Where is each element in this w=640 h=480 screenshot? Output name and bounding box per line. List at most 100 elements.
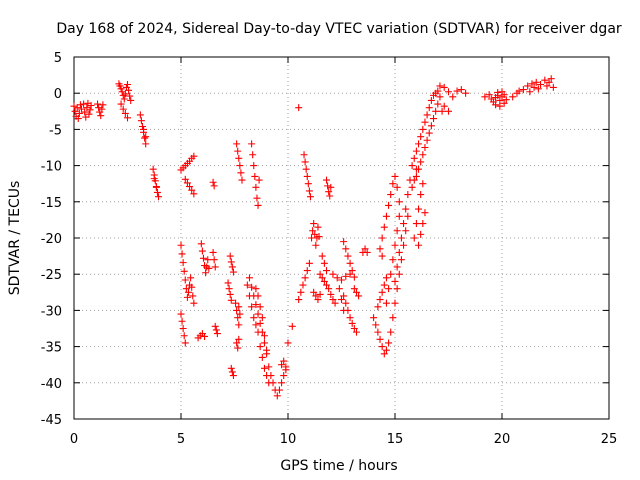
data-point	[181, 175, 189, 183]
data-point	[325, 285, 333, 293]
data-point	[310, 288, 318, 296]
data-point	[400, 241, 408, 249]
data-point	[419, 220, 427, 228]
data-point	[342, 299, 350, 307]
data-point	[74, 115, 82, 123]
data-point	[340, 238, 348, 246]
data-point	[260, 332, 268, 340]
y-tick-label: 5	[54, 51, 62, 66]
data-point	[245, 274, 253, 282]
data-point	[303, 267, 311, 275]
data-point	[412, 220, 420, 228]
data-point	[236, 310, 244, 318]
data-point	[254, 328, 262, 336]
data-point	[310, 220, 318, 228]
data-point	[305, 187, 313, 195]
data-point	[232, 299, 240, 307]
data-point	[423, 136, 431, 144]
data-point	[352, 288, 360, 296]
data-point	[97, 112, 105, 120]
grid-lines	[74, 57, 609, 419]
data-point	[393, 227, 401, 235]
data-point	[260, 339, 268, 347]
data-point	[228, 368, 236, 376]
data-point	[186, 183, 194, 191]
data-point	[333, 274, 341, 282]
data-point	[301, 158, 309, 166]
data-point	[391, 241, 399, 249]
data-point	[376, 245, 384, 253]
data-point	[545, 78, 553, 86]
data-point	[150, 175, 158, 183]
data-point	[284, 339, 292, 347]
data-point	[393, 183, 401, 191]
data-point	[346, 270, 354, 278]
data-point	[76, 101, 84, 109]
data-point	[252, 301, 260, 309]
data-point	[534, 85, 542, 93]
data-point	[301, 274, 309, 282]
data-point	[440, 83, 448, 91]
data-point	[498, 88, 506, 96]
y-tick-label: -25	[41, 268, 62, 283]
data-point	[303, 172, 311, 180]
data-point	[393, 285, 401, 293]
data-point	[253, 194, 261, 202]
data-point	[323, 267, 331, 275]
data-point	[370, 314, 378, 322]
data-point	[421, 209, 429, 217]
data-point	[385, 339, 393, 347]
data-point	[335, 285, 343, 293]
data-point	[376, 296, 384, 304]
data-point	[234, 344, 242, 352]
data-point	[188, 186, 196, 194]
data-point	[318, 274, 326, 282]
data-point	[299, 281, 307, 289]
data-point	[228, 263, 236, 271]
data-point	[224, 279, 232, 287]
data-point	[387, 270, 395, 278]
data-point	[153, 188, 161, 196]
data-point	[209, 248, 217, 256]
data-point	[306, 193, 314, 201]
data-point	[180, 332, 188, 340]
data-point	[380, 350, 388, 358]
data-point	[197, 240, 205, 248]
data-point	[494, 88, 502, 96]
x-tick-label: 10	[280, 432, 297, 447]
data-point	[302, 165, 310, 173]
data-point	[387, 328, 395, 336]
data-point	[190, 190, 198, 198]
data-point	[526, 88, 534, 96]
data-point	[278, 379, 286, 387]
data-point	[250, 162, 258, 170]
data-point	[350, 285, 358, 293]
data-point	[423, 111, 431, 119]
data-point	[254, 292, 262, 300]
data-point	[326, 192, 334, 200]
y-tick-label: 0	[54, 87, 62, 102]
data-point	[265, 363, 273, 371]
data-point	[265, 379, 273, 387]
data-point	[280, 372, 288, 380]
chart-title: Day 168 of 2024, Sidereal Day-to-day VTE…	[56, 21, 622, 37]
data-point	[541, 76, 549, 84]
data-point	[300, 151, 308, 159]
y-tick-label: -40	[41, 377, 62, 392]
x-tick-labels: 0 5 10 15 20 25	[70, 432, 617, 447]
data-point	[213, 330, 221, 338]
data-point	[344, 252, 352, 260]
data-point	[543, 82, 551, 90]
y-tick-label: -35	[41, 341, 62, 356]
data-point	[117, 85, 125, 93]
data-point	[181, 339, 189, 347]
data-point	[210, 256, 218, 264]
data-point	[312, 292, 320, 300]
data-point	[382, 212, 390, 220]
data-point	[288, 322, 296, 330]
data-point	[314, 296, 322, 304]
data-point	[210, 182, 218, 190]
data-point	[430, 115, 438, 123]
data-point	[260, 364, 268, 372]
